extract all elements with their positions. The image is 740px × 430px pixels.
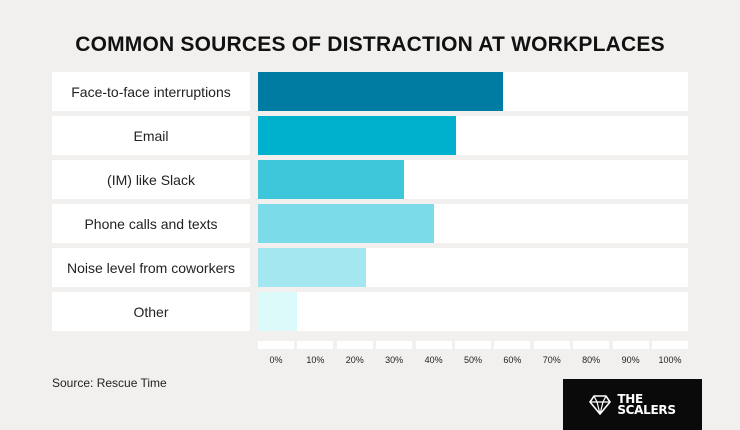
tick-label: 90% bbox=[621, 355, 640, 365]
tick-mark bbox=[494, 341, 531, 349]
tick-mark bbox=[258, 341, 294, 349]
category-label: Face-to-face interruptions bbox=[52, 72, 250, 111]
category-label: (IM) like Slack bbox=[52, 160, 250, 199]
tick-label: 60% bbox=[503, 355, 522, 365]
bar bbox=[258, 72, 504, 111]
bar bbox=[258, 116, 456, 155]
bar-track bbox=[258, 292, 688, 331]
the-scalers-logo: THE SCALERS bbox=[563, 379, 702, 430]
tick-mark bbox=[415, 341, 452, 349]
tick-mark bbox=[652, 341, 688, 349]
tick-mark bbox=[533, 341, 570, 349]
tick-mark bbox=[455, 341, 491, 349]
tick-mark bbox=[336, 341, 373, 349]
source-note: Source: Rescue Time bbox=[52, 376, 167, 390]
tick-mark bbox=[573, 341, 610, 349]
tick-label: 20% bbox=[345, 355, 364, 365]
tick-label: 10% bbox=[306, 355, 325, 365]
tick-label: 50% bbox=[463, 355, 482, 365]
bar bbox=[258, 292, 297, 331]
tick-label: 80% bbox=[582, 355, 601, 365]
logo-text-line2: SCALERS bbox=[617, 402, 676, 417]
tick-label: 100% bbox=[658, 355, 682, 365]
tick-label: 0% bbox=[269, 355, 283, 365]
category-label: Email bbox=[52, 116, 250, 155]
bar-track bbox=[258, 72, 688, 111]
bar-track bbox=[258, 248, 688, 287]
tick-mark bbox=[612, 341, 649, 349]
bar-track bbox=[258, 160, 688, 199]
bar bbox=[258, 248, 366, 287]
logo-text-line1: THE bbox=[617, 391, 643, 406]
tick-mark bbox=[297, 341, 334, 349]
bar bbox=[258, 160, 405, 199]
tick-label: 30% bbox=[385, 355, 404, 365]
chart-title: COMMON SOURCES OF DISTRACTION AT WORKPLA… bbox=[75, 33, 665, 56]
tick-label: 70% bbox=[542, 355, 561, 365]
category-label: Phone calls and texts bbox=[52, 204, 250, 243]
tick-mark bbox=[376, 341, 413, 349]
category-label: Other bbox=[52, 292, 250, 331]
bar-track bbox=[258, 204, 688, 243]
bar bbox=[258, 204, 435, 243]
category-label: Noise level from coworkers bbox=[52, 248, 250, 287]
bar-track bbox=[258, 116, 688, 155]
diamond-logo-icon bbox=[589, 394, 612, 415]
tick-label: 40% bbox=[424, 355, 443, 365]
